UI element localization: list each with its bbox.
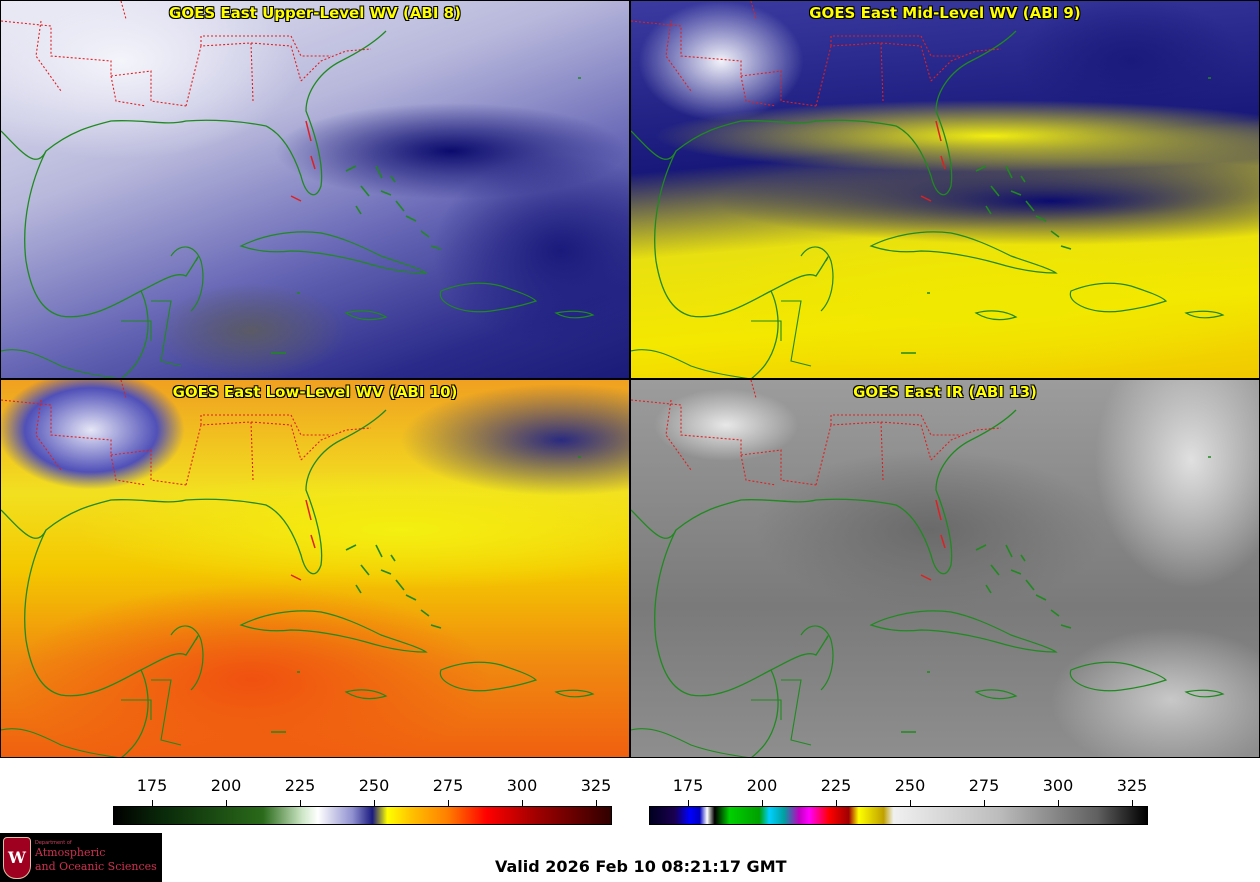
map-overlay [631,380,1224,757]
tick-label: 300 [1042,776,1074,795]
tick-label: 175 [672,776,704,795]
map-overlay [1,380,594,757]
logo-line1: Atmospheric [35,846,106,859]
tick-label: 250 [358,776,390,795]
colorbar-ir [649,806,1148,825]
tick-label: 225 [284,776,316,795]
tick-label: 200 [746,776,778,795]
tick-label: 200 [210,776,242,795]
tick-label: 175 [136,776,168,795]
panel-title: GOES East Upper-Level WV (ABI 8) [169,4,461,22]
panel-ir: GOES East IR (ABI 13) [630,379,1260,758]
logo-dept: Department of [35,840,72,846]
tick-label: 275 [432,776,464,795]
colorbar-wv [113,806,612,825]
valid-time: Valid 2026 Feb 10 08:21:17 GMT [495,857,787,876]
panel-mid-level-wv: GOES East Mid-Level WV (ABI 9) [630,0,1260,379]
tick-label: 250 [894,776,926,795]
panel-low-level-wv: GOES East Low-Level WV (ABI 10) [0,379,630,758]
map-overlay [1,1,594,378]
panel-title: GOES East Low-Level WV (ABI 10) [172,383,458,401]
tick-label: 300 [506,776,538,795]
logo-line2: and Oceanic Sciences [35,860,157,873]
uw-crest-icon: W [3,837,31,879]
tick-label: 275 [968,776,1000,795]
panel-title: GOES East Mid-Level WV (ABI 9) [809,4,1081,22]
tick-label: 325 [1116,776,1148,795]
aos-logo: W Department of Atmospheric and Oceanic … [0,833,162,882]
map-overlay [631,1,1224,378]
tick-label: 225 [820,776,852,795]
tick-label: 325 [580,776,612,795]
panel-upper-level-wv: GOES East Upper-Level WV (ABI 8) [0,0,630,379]
panel-title: GOES East IR (ABI 13) [853,383,1037,401]
